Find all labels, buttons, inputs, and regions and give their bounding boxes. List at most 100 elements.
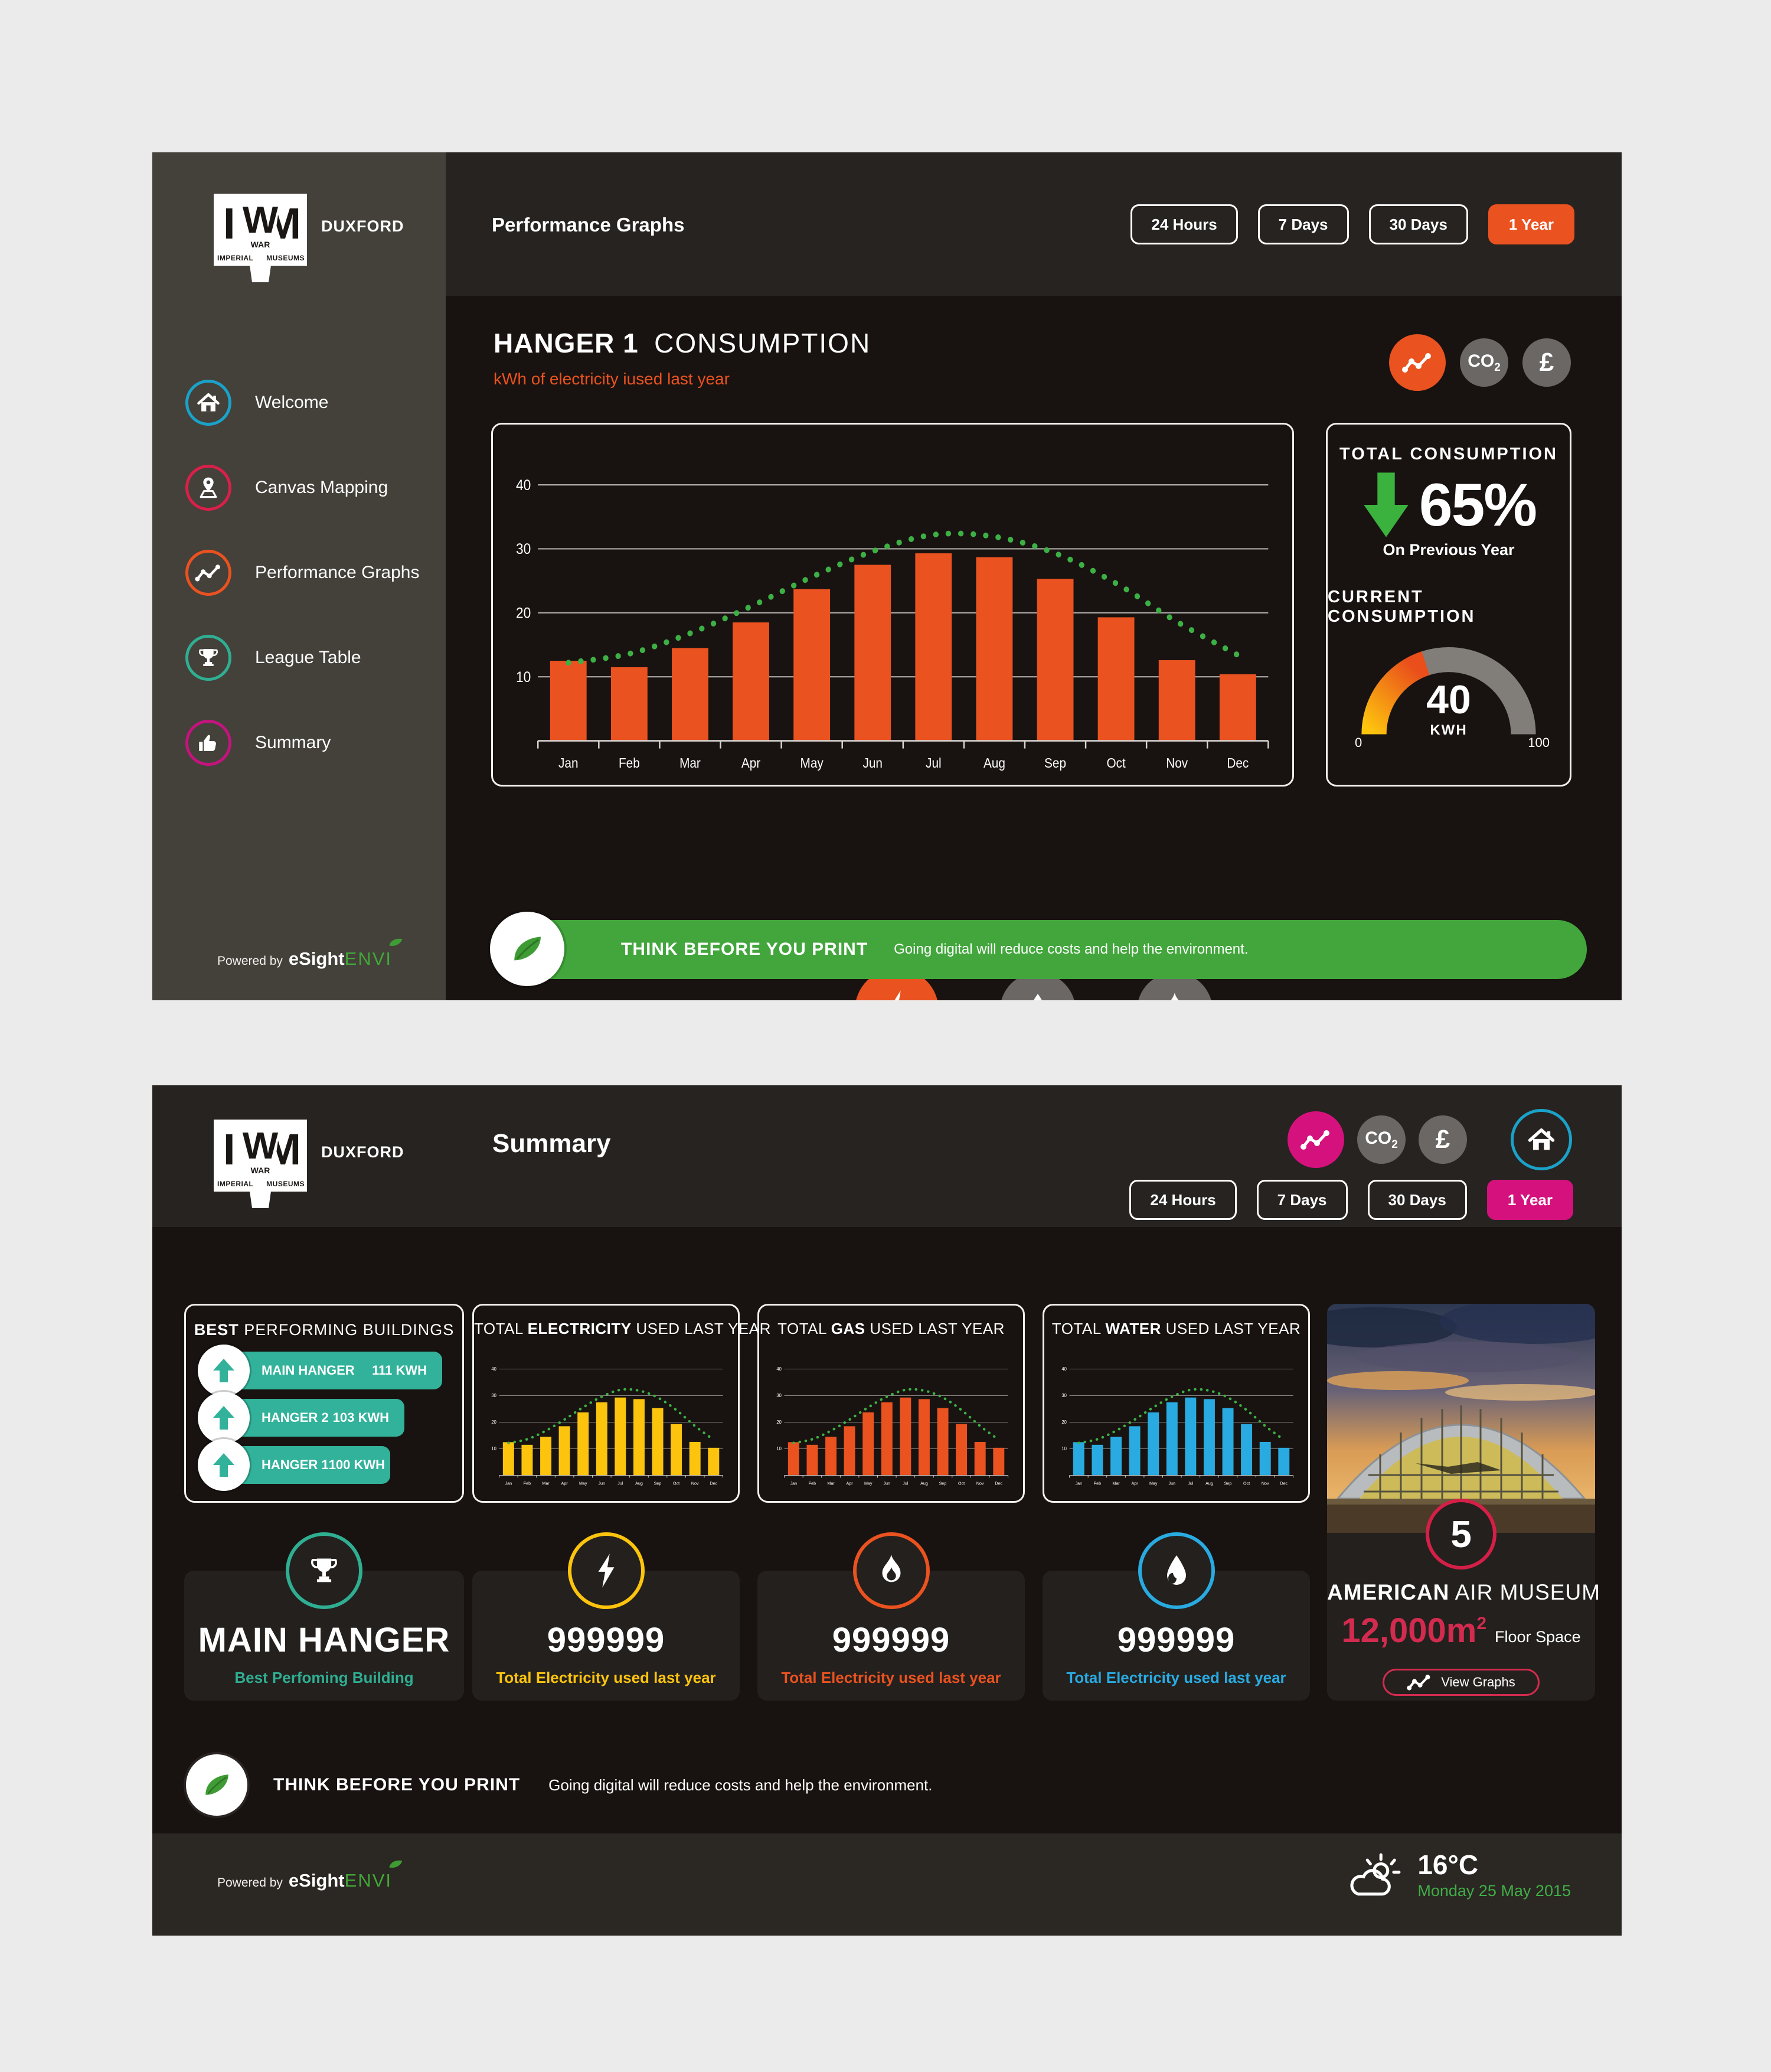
banner-title: THINK BEFORE YOU PRINT — [273, 1775, 521, 1794]
logo-letter-i: I — [223, 199, 236, 248]
svg-text:Feb: Feb — [1094, 1480, 1101, 1486]
trophy-badge — [286, 1532, 362, 1609]
svg-text:May: May — [1149, 1480, 1158, 1486]
co2-unit-button[interactable]: CO2 — [1357, 1115, 1406, 1164]
american-air-museum-card: 5 AMERICAN AIR MUSEUM 12,000m 2 Floor Spa… — [1327, 1304, 1600, 1701]
svg-text:Jun: Jun — [862, 755, 882, 771]
button-24-hours[interactable]: 24 Hours — [1130, 204, 1238, 244]
svg-text:Jan: Jan — [790, 1480, 798, 1486]
card-title: MAIN HANGER — [198, 1621, 450, 1659]
screen1-header: Performance Graphs 24 Hours 7 Days 30 Da… — [446, 152, 1622, 296]
leaf-badge — [186, 1754, 247, 1816]
sidebar-item-summary[interactable]: Summary — [185, 700, 419, 785]
button-24-hours[interactable]: 24 Hours — [1129, 1180, 1237, 1220]
svg-text:30: 30 — [776, 1393, 781, 1398]
building-bar: MAIN HANGER 111 KWH — [220, 1352, 442, 1389]
list-item: HANGER 1 100 KWH — [186, 1439, 462, 1493]
line-chart-icon — [1407, 1675, 1430, 1691]
screen2-header: I M W WAR IMPERIAL MUSEUMS DUXFORD Summa… — [152, 1085, 1622, 1227]
svg-text:Jul: Jul — [1188, 1480, 1194, 1486]
view-graphs-button[interactable]: View Graphs — [1383, 1669, 1540, 1696]
svg-text:20: 20 — [1061, 1420, 1066, 1425]
button-30-days[interactable]: 30 Days — [1367, 1180, 1467, 1220]
svg-text:Nov: Nov — [1262, 1480, 1269, 1486]
graph-unit-button[interactable] — [1288, 1111, 1344, 1168]
card-subtitle: Best Perfoming Building — [234, 1669, 414, 1686]
co2-unit-button[interactable]: CO2 — [1460, 338, 1508, 387]
logo-museums-label: MUSEUMS — [266, 254, 305, 262]
sun-cloud-icon — [1350, 1853, 1401, 1895]
gas-flame-icon — [1171, 993, 1179, 1000]
svg-text:20: 20 — [516, 605, 531, 622]
banner-title: THINK BEFORE YOU PRINT — [621, 939, 868, 959]
iwm-logo: I M W WAR IMPERIAL MUSEUMS DUXFORD — [214, 194, 404, 282]
banner-text: Going digital will reduce costs and help… — [894, 941, 1249, 957]
svg-text:Feb: Feb — [809, 1480, 816, 1486]
svg-text:Apr: Apr — [847, 1480, 854, 1486]
svg-text:30: 30 — [516, 541, 531, 557]
up-arrow-badge — [198, 1392, 250, 1444]
pound-icon: £ — [1539, 348, 1554, 377]
sidebar-item-canvas-mapping[interactable]: Canvas Mapping — [185, 445, 419, 530]
sidebar-item-performance-graphs[interactable]: Performance Graphs — [185, 530, 419, 615]
svg-text:Nov: Nov — [691, 1480, 699, 1486]
sidebar-item-league-table[interactable]: League Table — [185, 615, 419, 700]
line-chart-icon — [1301, 1130, 1329, 1150]
gauge-min-label: 0 — [1355, 735, 1362, 750]
svg-text:Aug: Aug — [983, 755, 1005, 771]
svg-text:Sep: Sep — [1044, 755, 1066, 771]
best-performing-list: MAIN HANGER 111 KWH HANGER 2 103 KWH HAN… — [186, 1345, 462, 1493]
logo-museums-label: MUSEUMS — [266, 1180, 305, 1188]
pound-unit-button[interactable]: £ — [1419, 1115, 1467, 1164]
svg-text:20: 20 — [776, 1420, 781, 1425]
gauge-arc — [1351, 636, 1546, 748]
time-range-buttons: 24 Hours 7 Days 30 Days 1 Year — [1130, 204, 1574, 244]
panel-title: TOTAL WATER USED LAST YEAR — [1051, 1320, 1301, 1337]
button-7-days[interactable]: 7 Days — [1257, 204, 1349, 244]
svg-text:Mar: Mar — [679, 755, 701, 771]
svg-text:Oct: Oct — [1106, 755, 1125, 771]
svg-text:10: 10 — [491, 1446, 496, 1451]
summary-screen: I M W WAR IMPERIAL MUSEUMS DUXFORD Summa… — [152, 1085, 1622, 1936]
button-1-year[interactable]: 1 Year — [1488, 204, 1574, 244]
home-button[interactable] — [1511, 1109, 1572, 1170]
iwm-logo: I M W WAR IMPERIAL MUSEUMS DUXFORD — [214, 1120, 404, 1208]
building-value: 103 KWH — [332, 1410, 389, 1425]
button-30-days[interactable]: 30 Days — [1368, 204, 1468, 244]
svg-text:Jul: Jul — [926, 755, 942, 771]
card-subtitle: Total Electricity used last year — [781, 1669, 1001, 1686]
sidebar-item-label: League Table — [255, 648, 361, 667]
svg-text:Apr: Apr — [741, 755, 760, 771]
gas-flame-icon — [882, 1554, 900, 1582]
sidebar-item-label: Summary — [255, 733, 331, 752]
up-arrow-icon — [213, 1453, 234, 1477]
thumbs-up-icon — [199, 735, 216, 751]
best-performing-panel: BEST PERFORMING BUILDINGS MAIN HANGER 11… — [184, 1304, 464, 1503]
pound-unit-button[interactable]: £ — [1522, 338, 1571, 387]
sidebar-item-label: Performance Graphs — [255, 563, 420, 582]
button-1-year[interactable]: 1 Year — [1486, 1180, 1573, 1220]
svg-text:10: 10 — [1061, 1446, 1066, 1451]
graph-unit-button[interactable] — [1389, 334, 1446, 391]
down-arrow-icon — [1364, 472, 1409, 537]
consumption-chart-panel: 10 20 30 40 Jan Feb Mar Apr May Jun Jul Aug Sep Oct No… — [491, 423, 1294, 787]
svg-text:Nov: Nov — [976, 1480, 984, 1486]
consumption-chart: 10 20 30 40 Jan Feb Mar Apr May Jun Jul Aug Sep Oct No… — [494, 430, 1289, 782]
powered-by-brand: eSight — [288, 948, 345, 969]
sidebar-item-welcome[interactable]: Welcome — [185, 360, 419, 445]
lightning-badge — [567, 1532, 645, 1609]
gas-chart: 10 20 30 40 Jan Feb Mar Apr May Jun Jul Aug Sep Oct No… — [767, 1347, 1015, 1493]
svg-text:Nov: Nov — [1166, 755, 1188, 771]
svg-text:40: 40 — [776, 1366, 781, 1372]
trophy-icon — [199, 649, 218, 666]
logo-flap: W WAR — [240, 194, 281, 282]
svg-text:May: May — [800, 755, 824, 771]
canvas-mapping-ring — [185, 465, 231, 511]
button-7-days[interactable]: 7 Days — [1256, 1180, 1348, 1220]
svg-text:Sep: Sep — [654, 1480, 662, 1486]
sidebar-item-label: Canvas Mapping — [255, 478, 388, 497]
gauge-value: 40 — [1426, 677, 1471, 722]
gauge-max-label: 100 — [1528, 735, 1550, 750]
leaf-icon — [389, 1860, 403, 1868]
logo-war-label: WAR — [250, 1166, 270, 1175]
